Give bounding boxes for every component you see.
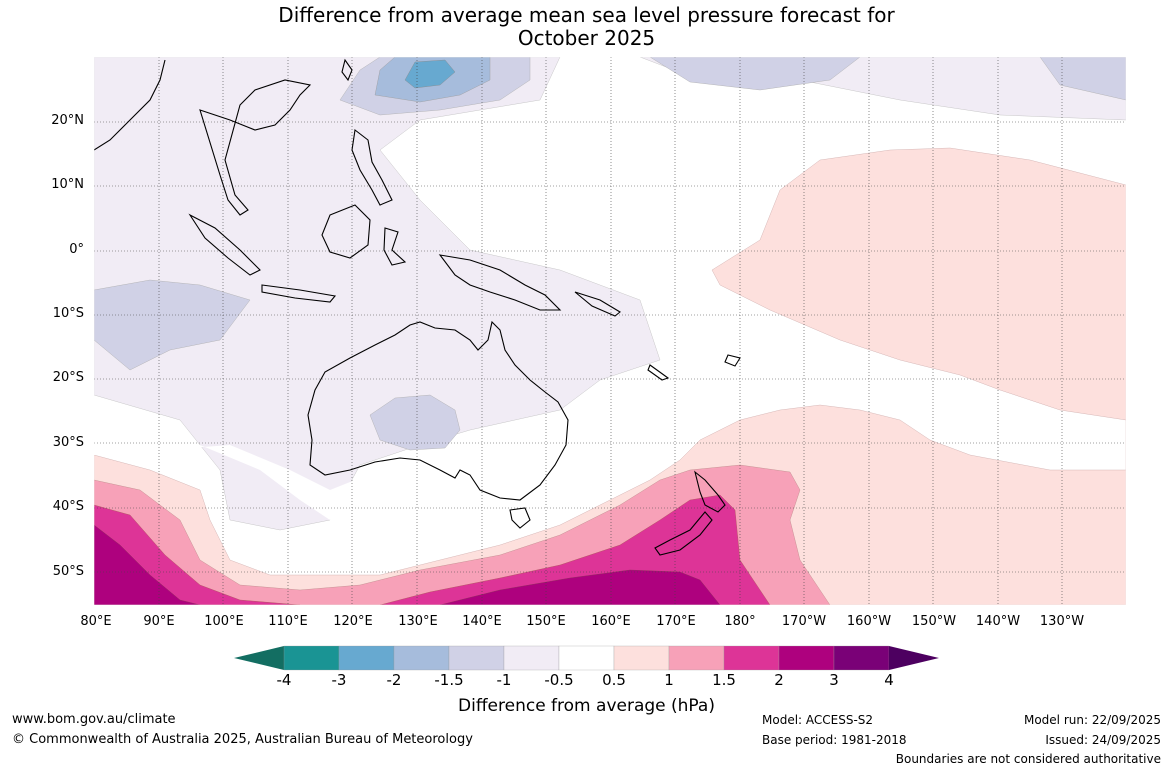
lat-label: 50°S	[52, 564, 84, 579]
colorbar-label: Difference from average (hPa)	[458, 696, 715, 716]
colorbar-tick: 4	[884, 671, 894, 689]
graticule	[94, 57, 1126, 605]
footer-model-run: Model run: 22/09/2025	[1023, 713, 1161, 727]
colorbar-segment	[503, 645, 560, 671]
colorbar-segment	[613, 645, 670, 671]
footer-base-period: Base period: 1981-2018	[762, 733, 907, 747]
lat-label: 10°N	[51, 177, 84, 192]
lon-label: 110°E	[268, 614, 308, 629]
lon-label: 120°E	[333, 614, 373, 629]
anomaly-region-lavender-northeast	[649, 57, 861, 91]
colorbar-tick: -0.5	[544, 671, 574, 689]
footer-issued: Issued: 24/09/2025	[1045, 733, 1161, 747]
lon-label: 140°W	[975, 614, 1021, 629]
lat-label: 20°N	[51, 113, 84, 128]
pressure-anomaly-map	[93, 56, 1127, 606]
coastline-sulawesi	[383, 227, 407, 266]
colorbar-segment	[393, 645, 450, 671]
lon-label: 140°E	[462, 614, 502, 629]
lat-label: 30°S	[52, 435, 84, 450]
lon-label: 160°W	[846, 614, 892, 629]
coastlines	[94, 58, 741, 556]
coastline-new-zealand-south	[654, 511, 713, 556]
colorbar-segment	[833, 645, 890, 671]
lon-label: 170°E	[656, 614, 696, 629]
coastline-new-caledonia	[647, 364, 670, 381]
anomaly-region-lavender-far-northeast	[1039, 57, 1126, 101]
colorbar-segment	[558, 645, 615, 671]
colorbar-tick: 3	[829, 671, 839, 689]
footer-url[interactable]: www.bom.gov.au/climate	[12, 712, 176, 727]
colorbar-segment	[283, 645, 340, 671]
footer-disclaimer: Boundaries are not considered authoritat…	[895, 752, 1161, 766]
map-frame	[93, 56, 1127, 606]
colorbar-tick: -1.5	[434, 671, 464, 689]
coastline-india	[94, 59, 166, 151]
anomaly-region-pale-pink-pacific	[94, 147, 1126, 605]
colorbar-tick: 1.5	[712, 671, 736, 689]
coastline-tasmania	[509, 507, 531, 529]
title-line-2: October 2025	[517, 26, 656, 50]
lat-label: 10°S	[52, 306, 84, 321]
colorbar-segments	[234, 645, 939, 671]
lon-label: 130°E	[398, 614, 438, 629]
colorbar-tick: -3	[331, 671, 347, 689]
colorbar-tick: 0.5	[602, 671, 626, 689]
lon-label: 150°W	[911, 614, 957, 629]
colorbar-tick: -2	[386, 671, 402, 689]
lon-label: 170°W	[781, 614, 827, 629]
lat-label: 20°S	[52, 370, 84, 385]
coastline-new-zealand-north	[694, 470, 726, 513]
map-title: Difference from average mean sea level p…	[0, 4, 1173, 50]
lon-label: 90°E	[143, 614, 175, 629]
coastline-australia	[307, 320, 569, 501]
colorbar-tick: 2	[774, 671, 784, 689]
anomaly-region-light-lavender-west	[94, 57, 661, 531]
colorbar-segment	[448, 645, 505, 671]
colorbar-extend-high	[889, 646, 939, 670]
coastline-philippines	[351, 128, 393, 206]
colorbar-segment	[778, 645, 835, 671]
coastline-sumatra	[188, 213, 261, 276]
lon-label: 150°E	[526, 614, 566, 629]
lon-label: 130°W	[1039, 614, 1085, 629]
colorbar-tick: 1	[664, 671, 674, 689]
title-line-1: Difference from average mean sea level p…	[278, 3, 895, 27]
colorbar-segment	[338, 645, 395, 671]
anomaly-region-lavender-australia	[369, 394, 461, 451]
coastline-indochina	[199, 79, 312, 216]
coastline-new-guinea	[438, 254, 562, 311]
coastline-borneo	[321, 204, 371, 259]
lon-label: 80°E	[80, 614, 112, 629]
coastline-java	[261, 284, 337, 303]
anomaly-region-blue-north	[404, 59, 456, 89]
white-gap-tasman	[94, 390, 780, 520]
lat-label: 40°S	[52, 499, 84, 514]
lon-label: 180°	[724, 614, 756, 629]
coastline-fiji	[724, 354, 741, 367]
colorbar-segment	[668, 645, 725, 671]
coastline-solomon	[574, 291, 621, 317]
footer-copyright: © Commonwealth of Australia 2025, Austra…	[12, 732, 473, 747]
colorbar-extend-low	[234, 646, 284, 670]
colorbar-segment	[723, 645, 780, 671]
lon-label: 160°E	[591, 614, 631, 629]
anomaly-region-lavender-indian-ocean	[94, 279, 251, 371]
lat-label: 0°	[69, 242, 84, 257]
colorbar-tick: -4	[276, 671, 292, 689]
footer-model: Model: ACCESS-S2	[762, 713, 874, 727]
lon-label: 100°E	[204, 614, 244, 629]
anomaly-region-deep-magenta	[94, 524, 721, 605]
coastline-taiwan	[341, 58, 353, 82]
colorbar-tick: -1	[496, 671, 512, 689]
